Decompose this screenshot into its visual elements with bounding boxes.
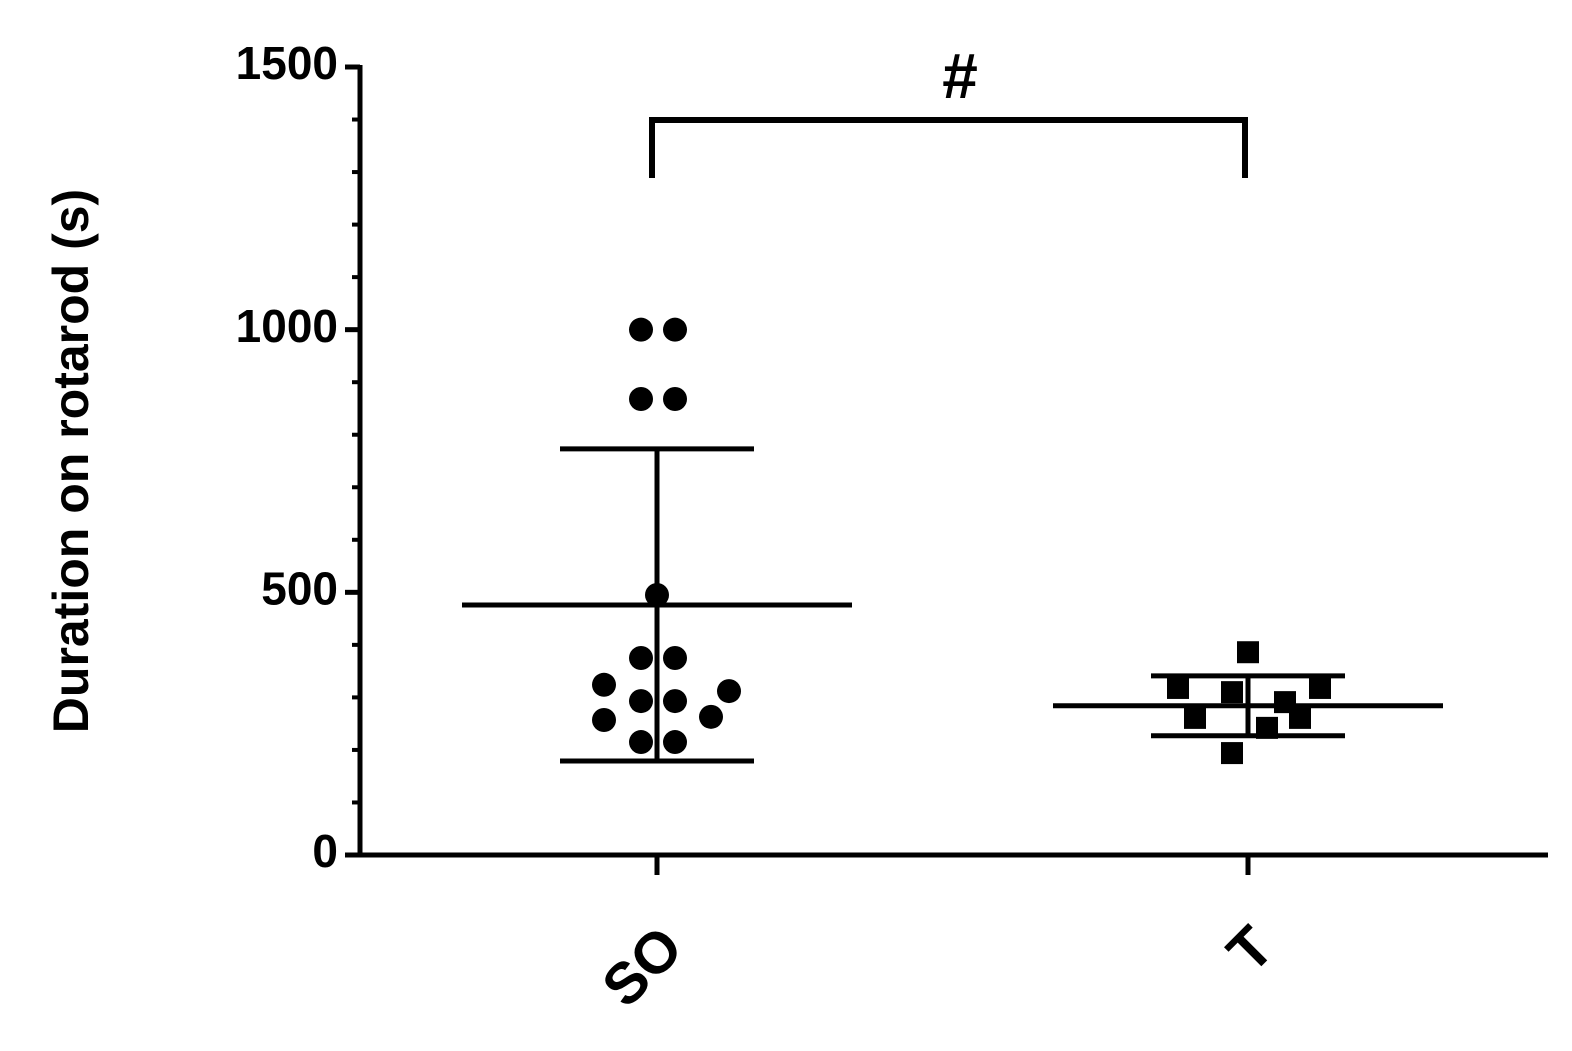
point bbox=[663, 646, 687, 670]
point bbox=[1221, 742, 1243, 765]
point bbox=[629, 317, 653, 342]
x-tick-label: T bbox=[1215, 914, 1286, 985]
point bbox=[629, 387, 653, 412]
y-tick-label: 1000 bbox=[236, 300, 338, 352]
point bbox=[1237, 641, 1259, 664]
point bbox=[663, 387, 687, 412]
point bbox=[1309, 676, 1331, 699]
point bbox=[1167, 676, 1189, 699]
y-tick-label: 1500 bbox=[236, 37, 338, 89]
point bbox=[699, 704, 723, 729]
significance-label: # bbox=[942, 40, 978, 112]
point bbox=[663, 689, 687, 714]
point bbox=[592, 707, 616, 732]
x-tick-label: SO bbox=[590, 914, 695, 1019]
point bbox=[717, 679, 741, 704]
point bbox=[663, 317, 687, 342]
point bbox=[592, 672, 616, 697]
y-axis-label: Duration on rotarod (s) bbox=[43, 189, 99, 733]
point bbox=[629, 689, 653, 714]
y-tick-label: 0 bbox=[312, 825, 338, 877]
point bbox=[1221, 681, 1243, 704]
significance-bracket bbox=[649, 117, 1248, 178]
point bbox=[629, 646, 653, 670]
point bbox=[663, 730, 687, 755]
y-tick-label: 500 bbox=[261, 562, 338, 614]
point bbox=[629, 730, 653, 755]
point bbox=[1184, 706, 1206, 729]
point bbox=[1289, 706, 1311, 729]
